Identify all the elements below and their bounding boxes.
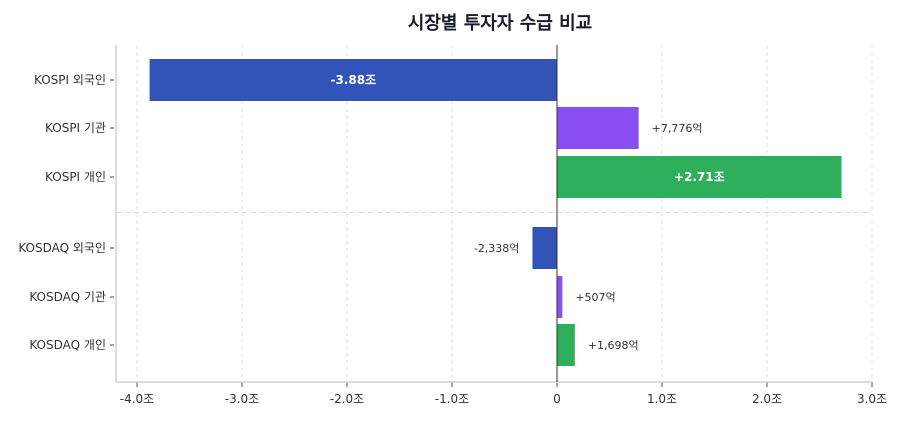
- grid: [116, 45, 873, 382]
- axes: -4.0조 -3.0조 -2.0조 -1.0조 0 1.0조 2.0조 3.0조 KOSPI 외…: [18, 45, 887, 406]
- data-label: +2.71조: [674, 170, 725, 184]
- x-tick-label: -3.0조: [225, 392, 259, 406]
- chart-title: 시장별 투자자 수급 비교: [408, 13, 592, 34]
- bar: [557, 276, 563, 318]
- x-tick-label: 3.0조: [857, 392, 887, 406]
- x-tick-label: 1.0조: [647, 392, 677, 406]
- bar: [557, 324, 575, 366]
- category-label: KOSPI 외국인: [34, 73, 106, 87]
- data-labels: -3.88조 +7,776억 +2.71조 -2,338억 +507억 +1,698억: [330, 73, 724, 352]
- data-label: +7,776억: [652, 122, 703, 135]
- data-label: +507억: [575, 291, 615, 304]
- bar: [557, 156, 842, 198]
- x-tick-label: 0: [553, 392, 561, 406]
- category-label: KOSDAQ 기관: [29, 290, 106, 304]
- x-tick-label: -2.0조: [330, 392, 364, 406]
- bar: [532, 227, 557, 269]
- x-tick-label: -1.0조: [435, 392, 469, 406]
- x-tick-label: 2.0조: [752, 392, 782, 406]
- data-label: -2,338억: [474, 242, 520, 255]
- bar: [149, 59, 557, 101]
- bar: [557, 107, 639, 149]
- category-label: KOSDAQ 외국인: [18, 241, 106, 255]
- category-label: KOSPI 개인: [45, 170, 106, 184]
- x-tick-label: -4.0조: [120, 392, 154, 406]
- data-label: +1,698억: [588, 339, 639, 352]
- data-label: -3.88조: [330, 73, 376, 87]
- category-label: KOSDAQ 개인: [29, 338, 106, 352]
- category-label: KOSPI 기관: [45, 121, 106, 135]
- bars: [149, 59, 842, 366]
